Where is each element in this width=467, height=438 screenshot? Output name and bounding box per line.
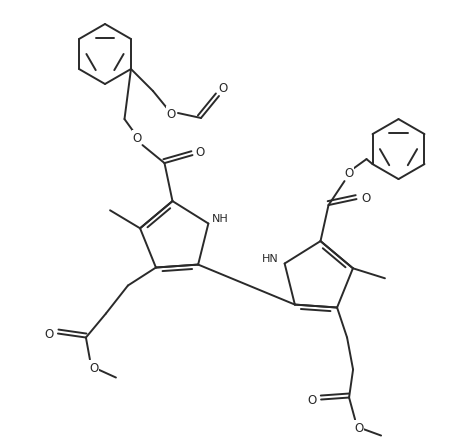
Text: O: O <box>89 361 99 374</box>
Text: O: O <box>219 81 227 94</box>
Text: O: O <box>344 166 353 179</box>
Text: O: O <box>307 393 317 406</box>
Text: O: O <box>166 107 176 120</box>
Text: O: O <box>361 191 370 204</box>
Text: O: O <box>196 145 205 158</box>
Text: O: O <box>354 421 364 434</box>
Text: O: O <box>44 327 54 340</box>
Text: O: O <box>133 131 142 144</box>
Text: NH: NH <box>212 213 229 223</box>
Text: HN: HN <box>262 253 279 263</box>
